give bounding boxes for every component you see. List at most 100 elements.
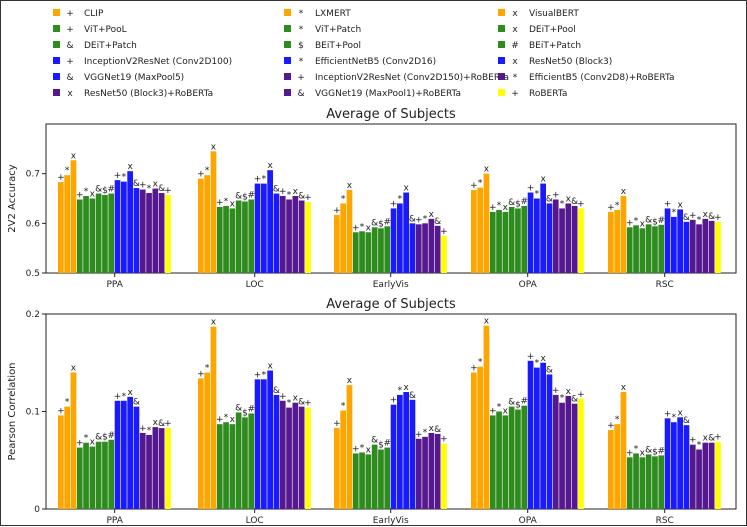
legend-swatch [284,89,291,96]
bar-marker-label: & [95,185,102,195]
bar-marker-label: x [621,383,627,393]
legend-label: ViT+Patch [315,25,361,35]
bar-marker-label: * [287,399,292,409]
bar [365,232,372,273]
legend-marker: + [66,57,74,67]
bar [708,220,715,273]
bar-marker-label: & [298,398,305,408]
bar-marker-label: # [247,190,255,200]
legend-marker: * [299,25,304,35]
chart-title: Average of Subjects [326,107,456,122]
bar [133,188,140,273]
bar-marker-label: x [90,190,96,200]
legend-marker: # [511,41,519,51]
x-tick-label: LOC [246,280,264,290]
bar [371,444,378,509]
legend-swatch [284,9,291,16]
legend-swatch [498,9,505,16]
bar [671,422,677,509]
bar-marker-label: + [352,223,360,233]
legend-label: VisualBERT [529,9,579,19]
bar [279,196,286,273]
bar [639,457,646,509]
bar [540,183,546,273]
bar-marker-label: x [503,203,509,213]
bar-marker-label: & [409,214,416,224]
bar [273,394,280,509]
bar-marker-label: * [84,434,89,444]
x-tick-label: EarlyVis [373,280,409,290]
bar [534,198,540,273]
bar [305,201,311,273]
bar [428,218,435,273]
bar [702,218,709,273]
bar-marker-label: # [247,404,255,414]
bar-marker-label: & [133,179,140,189]
legend-swatch [53,89,60,96]
bar [559,402,565,509]
bar [204,372,210,509]
bar [571,205,578,273]
bar-marker-label: # [107,185,115,195]
bar-marker-label: * [398,386,403,396]
bar-marker-label: & [235,403,242,413]
bar [633,225,639,273]
bar [527,192,534,273]
bar-marker-label: * [360,222,365,232]
bar-marker-label: x [267,161,273,171]
bar [352,453,359,509]
legend-marker: * [299,9,304,19]
bar [502,211,509,273]
bar-marker-label: + [254,370,262,380]
legend-marker: + [297,73,305,83]
bar [620,196,627,273]
bar-marker-label: & [434,425,441,435]
bar-marker-label: + [76,190,84,200]
bar [340,203,346,273]
bar [346,385,353,509]
bar-marker-label: x [677,408,683,418]
bar [471,190,477,273]
bar-marker-label: $ [378,219,384,229]
bar-marker-label: + [577,199,585,209]
bar [477,187,483,273]
bar-marker-label: + [304,193,312,203]
bar [298,200,305,273]
bar [121,181,127,273]
bar [146,193,152,273]
bar [521,405,528,509]
y-tick-label: 0.7 [26,170,40,180]
bar-marker-label: + [470,181,478,191]
bar-marker-label: x [267,362,273,372]
bar [235,412,242,509]
bar [95,193,102,273]
y-tick-label: 0.1 [26,408,40,418]
bar-marker-label: * [224,413,229,423]
legend-swatch [284,73,291,80]
bar [428,432,435,509]
bar-marker-label: * [205,166,210,176]
legend-swatch [498,57,505,64]
bar [102,441,108,509]
legend-swatch [498,73,505,80]
bar-marker-label: # [107,431,115,441]
bar [578,208,584,273]
legend-marker: + [511,89,519,99]
bar [89,446,96,509]
bar [409,399,416,509]
bar-marker-label: + [197,170,205,180]
bar-marker-label: * [478,179,483,189]
bar [133,406,140,509]
bar-marker-label: + [279,187,287,197]
bar [165,428,171,509]
y-axis-label: 2V2 Accuracy [7,164,18,232]
bar-marker-label: + [607,203,615,213]
legend-swatch [284,41,291,48]
bar [371,227,378,273]
bar-marker-label: + [689,211,697,221]
bar [441,235,447,273]
bar-marker-label: * [262,370,267,380]
bar [305,407,311,509]
bar-marker-label: & [571,197,578,207]
